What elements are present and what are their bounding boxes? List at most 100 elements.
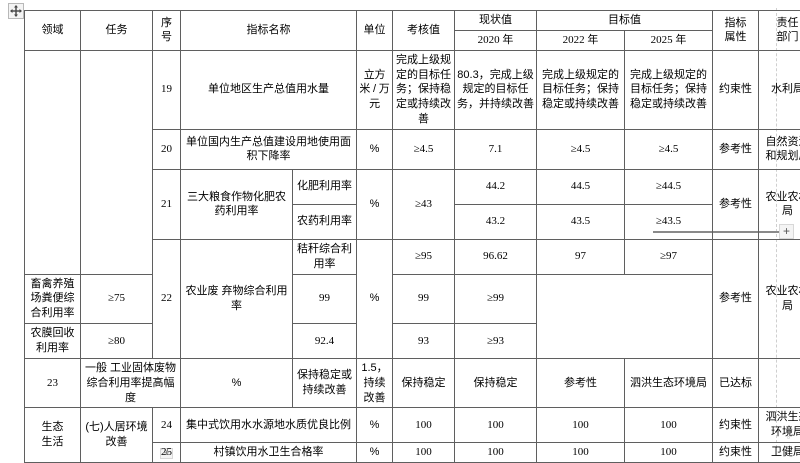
header-seq-line1: 序 — [155, 16, 178, 31]
cell-year-2020: 44.2 — [455, 169, 537, 204]
header-task: 任务 — [81, 11, 153, 51]
cell-department: 农业农村局 — [759, 239, 800, 358]
indicator-table: 领域 任务 序 号 指标名称 单位 考核值 现状值 目标值 指标 属性 责任 部… — [24, 10, 800, 463]
cell-year-2022: 93 — [393, 324, 455, 359]
cell-task-empty — [81, 50, 153, 274]
cell-seq: 25 — [153, 443, 181, 463]
cell-indicator-name: 村镇饮用水卫生合格率 — [181, 443, 357, 463]
cell-task: (七)人居环境改善 — [81, 408, 153, 463]
cell-year-2025: 完成上级规定的目标任务；保持稳定或持续改善 — [625, 50, 713, 129]
cell-difficulty: 已达标 — [713, 358, 759, 408]
header-indicator-name: 指标名称 — [181, 11, 357, 51]
cell-seq: 20 — [153, 129, 181, 169]
table-move-handle-icon[interactable] — [8, 3, 24, 19]
cell-year-2025: 保持稳定 — [455, 358, 537, 408]
cell-year-2022: 97 — [537, 239, 625, 274]
cell-assessment: 100 — [393, 443, 455, 463]
cell-attribute: 约束性 — [713, 50, 759, 129]
table-row: 19 单位地区生产总值用水量 立方米 / 万元 完成上级规定的目标任务；保持稳定… — [25, 50, 800, 129]
cell-unit: % — [357, 169, 393, 239]
cell-year-2020: 96.62 — [455, 239, 537, 274]
cell-department: 泗洪生态环境局 — [625, 358, 713, 408]
cell-year-2020: 100 — [455, 408, 537, 443]
cell-assessment: ≥95 — [393, 239, 455, 274]
header-attribute-line2: 属性 — [715, 30, 756, 45]
cell-unit: % — [357, 239, 393, 358]
cell-year-2022: 100 — [537, 408, 625, 443]
cell-seq: 24 — [153, 408, 181, 443]
header-target-value: 目标值 — [537, 11, 713, 31]
cell-year-2020: 92.4 — [293, 324, 357, 359]
cell-year-2025: ≥43.5 — [625, 204, 713, 239]
cell-year-2022: 44.5 — [537, 169, 625, 204]
cell-seq: 23 — [25, 358, 81, 408]
cell-indicator-name: 一般 工业固体废物综合利用率提高幅度 — [81, 358, 181, 408]
cell-assessment: 保持稳定或持续改善 — [293, 358, 357, 408]
header-department-line1: 责任 — [761, 16, 800, 31]
cell-year-2025: ≥44.5 — [625, 169, 713, 204]
cell-sub-indicator-name: 农药利用率 — [293, 204, 357, 239]
cell-year-2025: ≥99 — [455, 274, 537, 324]
cell-unit: % — [357, 443, 393, 463]
header-year-2022: 2022 年 — [537, 30, 625, 50]
cell-seq: 22 — [153, 239, 181, 358]
cell-year-2022: 43.5 — [537, 204, 625, 239]
cell-year-2020: 43.2 — [455, 204, 537, 239]
cell-year-2020: 80.3，完成上级规定的目标任务，并持续改善 — [455, 50, 537, 129]
cell-domain-line2: 生活 — [27, 435, 78, 450]
cell-year-2020: 99 — [293, 274, 357, 324]
header-seq: 序 号 — [153, 11, 181, 51]
cell-domain: 生态 生活 — [25, 408, 81, 463]
cell-department: 水利局 — [759, 50, 800, 129]
cell-attribute: 参考性 — [713, 129, 759, 169]
cell-year-2025: ≥4.5 — [625, 129, 713, 169]
cell-year-2025: 100 — [625, 443, 713, 463]
cell-attribute: 参考性 — [713, 239, 759, 358]
cell-sub-indicator-name: 秸秆综合利用率 — [293, 239, 357, 274]
header-seq-line2: 号 — [155, 30, 178, 45]
cell-year-2022: 99 — [393, 274, 455, 324]
header-department: 责任 部门 — [759, 11, 800, 51]
cell-indicator-name: 单位地区生产总值用水量 — [181, 50, 357, 129]
table-row: 23 一般 工业固体废物综合利用率提高幅度 % 保持稳定或持续改善 1.5，持续… — [25, 358, 800, 408]
cell-assessment: 完成上级规定的目标任务；保持稳定或持续改善 — [393, 50, 455, 129]
cell-attribute: 约束性 — [713, 408, 759, 443]
cell-year-2020: 7.1 — [455, 129, 537, 169]
cell-seq: 21 — [153, 169, 181, 239]
cell-year-2020: 100 — [455, 443, 537, 463]
cell-assessment: ≥80 — [81, 324, 153, 359]
cell-indicator-name: 农业废 弃物综合利用率 — [181, 239, 293, 358]
header-domain: 领域 — [25, 11, 81, 51]
cell-indicator-name: 单位国内生产总值建设用地使用面积下降率 — [181, 129, 357, 169]
cell-year-2022: ≥4.5 — [537, 129, 625, 169]
cell-domain-line1: 生态 — [27, 420, 78, 435]
cell-seq: 19 — [153, 50, 181, 129]
cell-unit: % — [357, 129, 393, 169]
header-unit: 单位 — [357, 11, 393, 51]
cell-sub-indicator-name: 化肥利用率 — [293, 169, 357, 204]
cell-year-2022: 100 — [537, 443, 625, 463]
table-subrow: 农膜回收利用率 ≥80 92.4 93 ≥93 — [25, 324, 800, 359]
header-year-2025: 2025 年 — [625, 30, 713, 50]
cell-sub-indicator-name: 畜禽养殖场粪便综合利用率 — [25, 274, 81, 324]
cell-assessment: ≥75 — [81, 274, 153, 324]
cell-assessment: ≥43 — [393, 169, 455, 239]
cell-attribute: 参考性 — [713, 169, 759, 239]
cell-year-2025: 100 — [625, 408, 713, 443]
cell-sub-indicator-name: 农膜回收利用率 — [25, 324, 81, 359]
table-body: 19 单位地区生产总值用水量 立方米 / 万元 完成上级规定的目标任务；保持稳定… — [25, 50, 800, 462]
header-attribute-line1: 指标 — [715, 16, 756, 31]
cell-domain-empty — [25, 50, 81, 274]
header-row-1: 领域 任务 序 号 指标名称 单位 考核值 现状值 目标值 指标 属性 责任 部… — [25, 11, 800, 31]
cell-attribute: 约束性 — [713, 443, 759, 463]
header-year-2020: 2020 年 — [455, 30, 537, 50]
cell-attribute: 参考性 — [537, 358, 625, 408]
cell-assessment: ≥4.5 — [393, 129, 455, 169]
cell-unit: 立方米 / 万元 — [357, 50, 393, 129]
cell-year-2025: ≥97 — [625, 239, 713, 274]
header-current-value: 现状值 — [455, 11, 537, 31]
cell-department: 自然资源和规划局 — [759, 129, 800, 169]
cell-department: 卫健局 — [759, 443, 800, 463]
table-row: 生态 生活 (七)人居环境改善 24 集中式饮用水水源地水质优良比例 % 100… — [25, 408, 800, 443]
cell-indicator-name: 三大粮食作物化肥农药利用率 — [181, 169, 293, 239]
